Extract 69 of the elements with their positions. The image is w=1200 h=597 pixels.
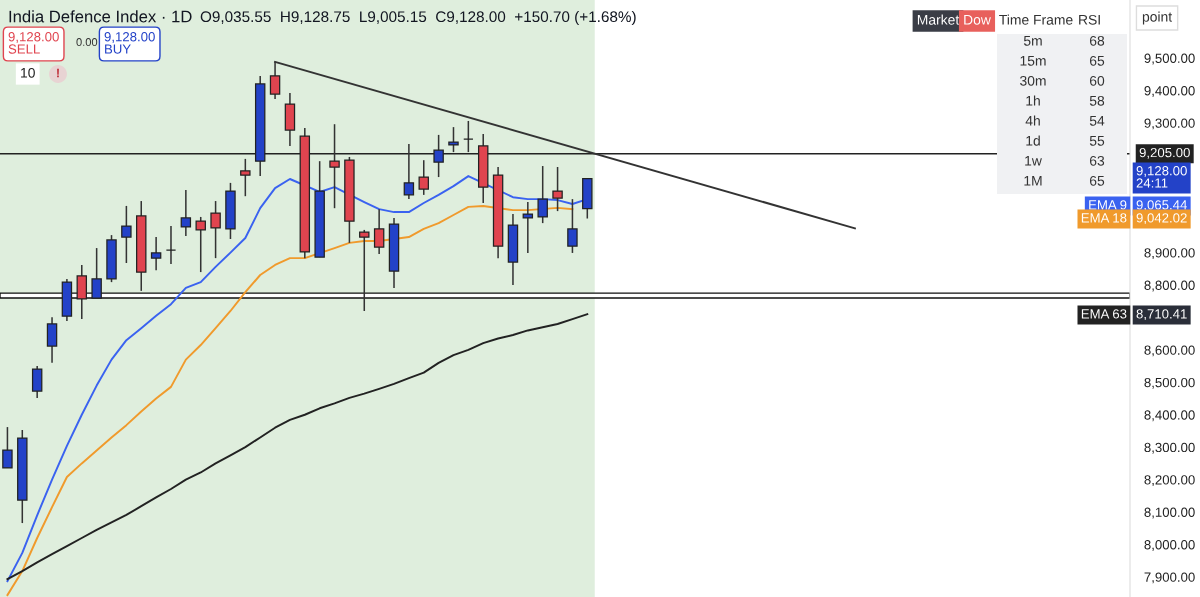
annotation: 15m (1020, 56, 1046, 66)
annotation: Time Frame (999, 14, 1073, 25)
annotation: 55 (1089, 136, 1105, 146)
legend-label: EMA 9 (1089, 200, 1127, 210)
text: 8,710.41 (1136, 309, 1187, 321)
annotation: 58 (1089, 95, 1105, 106)
candlestick (359, 229, 370, 312)
text: O9,035.55 H9,128.75 L9,005.15 C9,128.00 +150.70 (+1.68%) (200, 10, 636, 26)
chart-title: India Defence Index · 1D (9, 10, 192, 23)
annotation: 65 (1089, 175, 1105, 186)
annotation: 1h (1026, 95, 1040, 106)
y-tick-label: 8,600.00 (1144, 345, 1195, 357)
candlestick (121, 205, 132, 264)
candlestick (165, 225, 177, 265)
candlestick (240, 158, 251, 197)
candlestick (31, 365, 43, 399)
y-tick-label: 8,800.00 (1144, 280, 1195, 292)
candlestick (522, 201, 534, 254)
annotation: 1d (1026, 135, 1040, 146)
annotation: 68 (1089, 35, 1105, 46)
text: EMA 63 (1081, 309, 1127, 319)
text: 9,042.02 (1136, 213, 1187, 225)
y-tick-label: 8,900.00 (1144, 248, 1195, 260)
line-series (6, 313, 589, 581)
annotation: 5m (1023, 36, 1042, 46)
candlestick (537, 165, 548, 224)
annotation: 10 (21, 67, 35, 78)
annotation: RSI (1079, 14, 1100, 25)
annotation: 9,128.00 SELL (8, 32, 59, 54)
y-tick-label: 9,500.00 (1144, 53, 1195, 65)
y-tick-label: 8,000.00 (1144, 540, 1195, 551)
annotation: 30m (1020, 75, 1046, 86)
annotation: Dow (964, 15, 991, 25)
candlestick (210, 200, 221, 259)
candlestick (552, 166, 563, 212)
y-tick-label: 8,300.00 (1144, 442, 1195, 454)
annotation: 54 (1089, 116, 1105, 126)
y-tick-label: 8,200.00 (1144, 475, 1195, 487)
candlestick (373, 208, 385, 255)
annotation: Market (917, 14, 960, 25)
y-tick-label: 8,400.00 (1144, 410, 1195, 422)
candlestick (46, 316, 58, 364)
annotation: ! (57, 68, 59, 78)
legend-label: EMA 18 (1081, 213, 1127, 223)
candlestick (2, 426, 13, 469)
y-tick-label: 8,500.00 (1144, 377, 1195, 389)
candlestick (418, 159, 429, 196)
candlestick (567, 198, 578, 254)
candlestick (195, 216, 206, 273)
text: 9,065.44 (1136, 200, 1187, 212)
annotation: 60 (1089, 75, 1105, 86)
ref-line-label: 9,205.00 (1139, 147, 1190, 159)
annotation: 4h (1025, 115, 1040, 126)
candlestick (91, 247, 102, 299)
text: point (1142, 11, 1173, 25)
y-tick-label: 9,300.00 (1144, 118, 1195, 130)
candlestick (150, 236, 162, 271)
annotation: 1w (1025, 156, 1042, 166)
annotation: 1M (1024, 176, 1042, 186)
annotation: 0.00 (76, 38, 98, 46)
y-tick-label: 8,100.00 (1144, 507, 1195, 519)
y-tick-label: 7,900.00 (1144, 572, 1195, 584)
candlestick (180, 189, 192, 237)
annotation: 63 (1089, 155, 1105, 166)
y-tick-label: 9,400.00 (1144, 86, 1195, 97)
candlestick (76, 264, 88, 320)
annotation: 65 (1089, 55, 1105, 66)
text: 9,128.00 24:11 (1136, 166, 1187, 188)
annotation: 9,128.00 BUY (104, 32, 155, 54)
